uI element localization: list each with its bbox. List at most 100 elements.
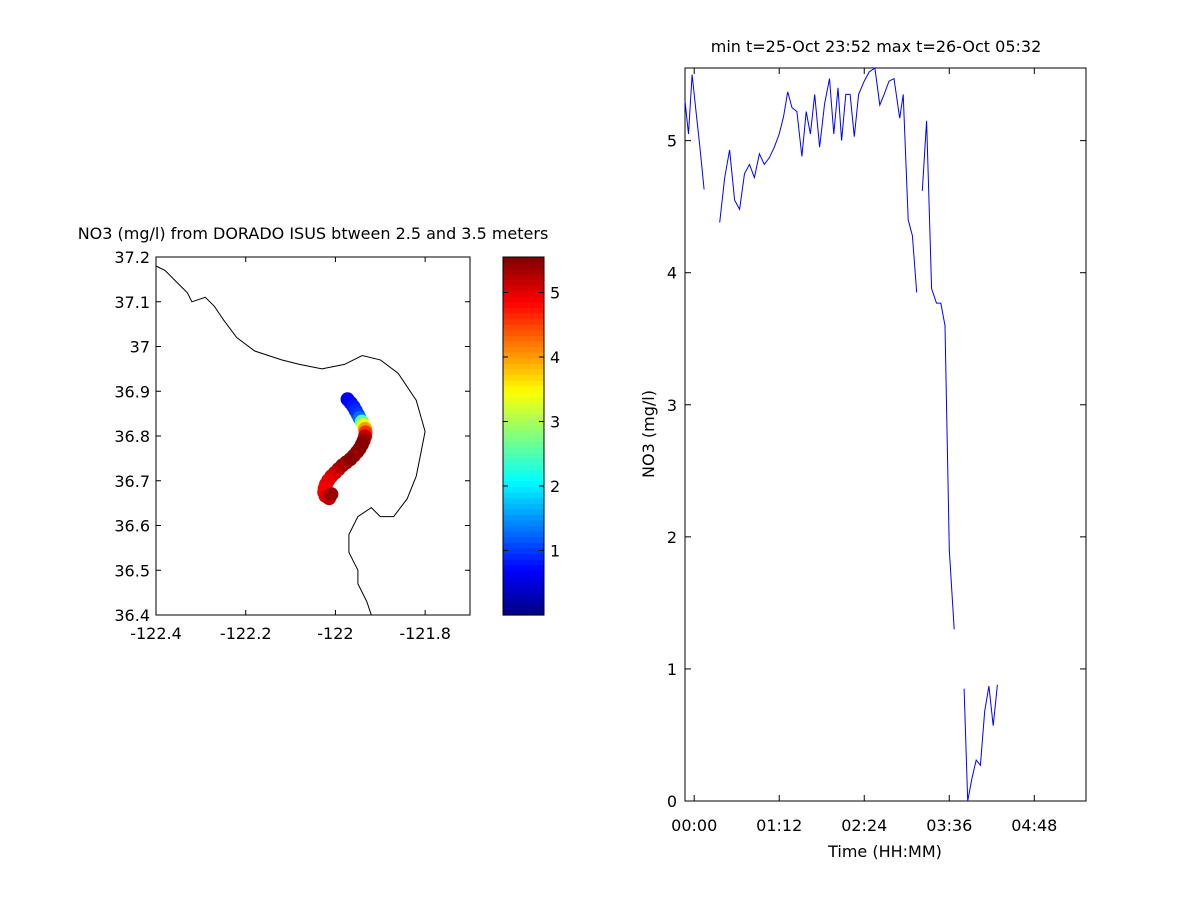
ts-x-tick-label: 01:12 — [756, 816, 802, 835]
map-y-tick-label: 37 — [130, 338, 150, 357]
colorbar-band — [503, 458, 544, 465]
colorbar-tick-label: 3 — [550, 412, 560, 431]
colorbar-band — [503, 587, 544, 594]
map-x-tick-label: -122.2 — [220, 624, 272, 643]
map-x-tick-label: -121.8 — [399, 624, 451, 643]
map-ticks — [155, 256, 470, 616]
colorbar-band — [503, 402, 544, 409]
colorbar-band — [503, 262, 544, 269]
timeseries-y-tick-labels: 0 1 2 3 4 5 — [667, 132, 677, 811]
ts-y-tick-label: 4 — [667, 264, 677, 283]
timeseries-x-tick-labels: 00:00 01:12 02:24 03:36 04:48 — [671, 816, 1057, 835]
map-axes-box — [155, 256, 471, 616]
colorbar-band — [503, 559, 544, 566]
colorbar-band — [503, 519, 544, 527]
ts-y-tick-label: 3 — [667, 396, 677, 415]
timeseries-panel: min t=25-Oct 23:52 max t=26-Oct 05:32 00… — [639, 37, 1087, 861]
colorbar-band — [503, 357, 544, 364]
colorbar-band — [503, 430, 544, 437]
map-title: NO3 (mg/l) from DORADO ISUS btween 2.5 a… — [78, 224, 549, 243]
ts-x-tick-label: 02:24 — [841, 816, 887, 835]
map-data-point — [324, 487, 339, 502]
ts-x-tick-label: 00:00 — [671, 816, 717, 835]
map-y-tick-label: 37.2 — [114, 248, 150, 267]
map-x-tick-label: -122.4 — [130, 624, 182, 643]
colorbar-band — [503, 486, 544, 493]
timeseries-y-label: NO3 (mg/l) — [639, 390, 658, 478]
colorbar-band — [503, 592, 544, 599]
map-points — [317, 392, 373, 506]
coastline — [155, 265, 426, 616]
map-x-tick-labels: -122.4 -122.2 -122 -121.8 — [130, 624, 451, 643]
colorbar-band — [503, 603, 544, 611]
colorbar-ticks — [503, 291, 544, 551]
colorbar-band — [503, 352, 544, 359]
colorbar-band — [503, 408, 544, 415]
colorbar-tick-labels: 1 2 3 4 5 — [550, 283, 560, 560]
map-y-tick-label: 37.1 — [114, 293, 150, 312]
colorbar-band — [503, 279, 544, 286]
colorbar-tick-label: 2 — [550, 477, 560, 496]
colorbar-band — [503, 497, 544, 504]
colorbar-band — [503, 273, 544, 280]
map-x-tick-label: -122 — [317, 624, 353, 643]
colorbar-band — [503, 441, 544, 448]
ts-y-tick-label: 1 — [667, 660, 677, 679]
colorbar-band — [503, 340, 544, 348]
colorbar-band — [503, 475, 544, 482]
ts-series-line — [921, 120, 955, 630]
ts-y-tick-label: 0 — [667, 792, 677, 811]
map-panel: NO3 (mg/l) from DORADO ISUS btween 2.5 a… — [78, 224, 549, 643]
colorbar-band — [503, 413, 544, 420]
colorbar-band — [503, 508, 544, 515]
colorbar-band — [503, 290, 544, 297]
colorbar-band — [503, 363, 544, 370]
map-y-tick-label: 36.7 — [114, 472, 150, 491]
colorbar-band — [503, 564, 544, 571]
colorbar-band — [503, 329, 544, 336]
colorbar-band — [503, 452, 544, 459]
colorbar-band — [503, 391, 544, 398]
colorbar-band — [503, 531, 544, 538]
timeseries-axes-box — [684, 67, 1087, 802]
colorbar-band — [503, 447, 544, 454]
ts-y-tick-label: 2 — [667, 528, 677, 547]
ts-series-line — [963, 684, 998, 802]
colorbar-band — [503, 503, 544, 510]
colorbar-band — [503, 436, 544, 443]
ts-series-line — [684, 74, 705, 190]
colorbar-band — [503, 257, 544, 264]
colorbar-band — [503, 396, 544, 404]
ts-x-tick-label: 03:36 — [926, 816, 972, 835]
timeseries-title: min t=25-Oct 23:52 max t=26-Oct 05:32 — [711, 37, 1042, 56]
colorbar-band — [503, 525, 544, 532]
map-y-tick-labels: 36.4 36.5 36.6 36.7 36.8 36.9 37 37.1 37.2 — [114, 248, 150, 625]
timeseries-lines — [684, 67, 998, 802]
colorbar-band — [503, 301, 544, 308]
colorbar-band — [503, 296, 544, 303]
colorbar-band — [503, 374, 544, 381]
colorbar-tick-label: 1 — [550, 541, 560, 560]
map-y-tick-label: 36.4 — [114, 606, 150, 625]
map-y-tick-label: 36.5 — [114, 561, 150, 580]
colorbar-gradient — [503, 257, 544, 616]
map-y-tick-label: 36.8 — [114, 427, 150, 446]
colorbar-band — [503, 536, 544, 543]
timeseries-x-label: Time (HH:MM) — [827, 842, 942, 861]
ts-y-tick-label: 5 — [667, 132, 677, 151]
colorbar-band — [503, 312, 544, 320]
timeseries-ticks — [685, 68, 1086, 802]
ts-series-line — [719, 67, 918, 293]
colorbar-band — [503, 335, 544, 342]
colorbar-band — [503, 570, 544, 577]
colorbar-band — [503, 380, 544, 387]
colorbar-tick-label: 5 — [550, 283, 560, 302]
colorbar-band — [503, 268, 544, 275]
colorbar-band — [503, 424, 544, 432]
colorbar-box — [502, 256, 545, 616]
colorbar-band — [503, 547, 544, 555]
colorbar-band — [503, 491, 544, 499]
ts-x-tick-label: 04:48 — [1011, 816, 1057, 835]
colorbar-band — [503, 514, 544, 521]
